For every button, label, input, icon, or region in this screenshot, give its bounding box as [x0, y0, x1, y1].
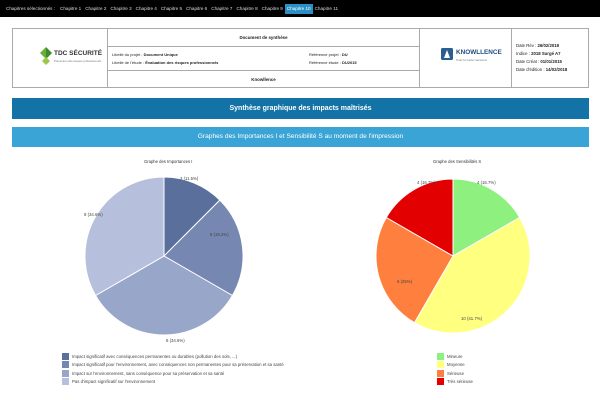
legend-label: Moyenne	[447, 362, 465, 368]
importance-legend-item-2: Impact significatif pour l'environnement…	[62, 361, 284, 370]
study-ref-row: Référence étude : DU2015	[309, 60, 357, 65]
sensitivity-slice-1	[452, 178, 521, 257]
document-meta: Date Rév : 26/02/2018 Indice : 2018 Surg…	[512, 29, 588, 87]
company-name: Knowllence	[108, 70, 419, 88]
tab-chapter-9[interactable]: Chapitre 9	[261, 5, 283, 11]
sensitivity-chart-title: Graphe des Sensibilités S	[433, 159, 482, 164]
meta-index-value: 2018 Surgé A7	[531, 51, 561, 56]
importance-data-label-4: 8 (34.6%)	[84, 212, 103, 217]
sensitivity-slice-3	[375, 216, 454, 324]
project-ref-row: Référence projet : DU	[309, 52, 348, 57]
sensitivity-data-label-1: 4 (16.7%)	[477, 180, 496, 185]
importance-slice-2	[163, 199, 244, 297]
sensitivity-data-label-2: 10 (41.7%)	[461, 316, 483, 321]
legend-swatch	[62, 352, 69, 360]
meta-edition-date: Date d'édition : 14/02/2018	[516, 67, 567, 72]
tdc-logo-text: TDC SÉCURITÉ	[54, 50, 103, 57]
sensitivity-legend-item-4: Très sérieuse	[437, 378, 473, 387]
legend-swatch	[437, 369, 444, 377]
meta-index: Indice : 2018 Surgé A7	[516, 51, 561, 56]
meta-creation-date-label: Date Créat :	[516, 59, 540, 64]
study-label: Libellé de l'étude :	[112, 60, 145, 65]
tab-chapter-3[interactable]: Chapitre 3	[110, 5, 132, 11]
charts-subtitle-banner: Graphes des Importances I et Sensibilité…	[12, 127, 589, 147]
project-label-row: Libellé du projet : Document Unique	[112, 52, 178, 57]
tdc-logo-mark	[40, 47, 52, 65]
legend-swatch	[437, 352, 444, 360]
meta-creation-date-value: 01/01/2015	[540, 59, 562, 64]
legend-swatch	[62, 378, 69, 386]
tab-chapter-1[interactable]: Chapitre 1	[60, 5, 82, 11]
meta-index-label: Indice :	[516, 51, 530, 56]
chapter-tab-bar: Chapitres sélectionnés : Chapitre 1 Chapi…	[0, 0, 600, 17]
legend-swatch	[437, 378, 444, 386]
study-label-row: Libellé de l'étude : Évaluation des risq…	[112, 60, 218, 65]
legend-label: Sérieuse	[447, 370, 464, 376]
tab-chapter-5[interactable]: Chapitre 5	[160, 5, 183, 11]
legend-label: Impact sur l'environnement, sans conséqu…	[72, 370, 225, 376]
knowllence-logo-cell: KNOWLLENCE Tools for better decisions	[420, 29, 512, 87]
importance-legend-item-4: Pas d'impact significatif sur l'environn…	[62, 378, 284, 387]
tdc-logo	[40, 47, 52, 65]
legend-swatch	[62, 369, 69, 377]
meta-edition-date-label: Date d'édition :	[516, 67, 545, 72]
project-value: Document Unique	[143, 52, 178, 57]
importance-legend-item-1: Impact significatif avec conséquences pe…	[62, 352, 284, 361]
importance-slice-1	[163, 176, 221, 258]
importance-slice-4	[84, 176, 165, 297]
sensitivity-legend: Mineure Moyenne Sérieuse Très sérieuse	[437, 352, 473, 386]
study-value: Évaluation des risques professionnels	[145, 60, 219, 65]
sensitivity-legend-item-1: Mineure	[437, 352, 473, 361]
document-header: TDC SÉCURITÉ Prévention des risques prof…	[12, 28, 589, 88]
header-middle: Document de synthèse Libellé du projet :…	[108, 29, 420, 87]
importance-data-label-1: 3 (11.5%)	[180, 176, 199, 181]
knowllence-logo	[441, 48, 453, 60]
importance-legend-item-3: Impact sur l'environnement, sans conséqu…	[62, 369, 284, 378]
project-ref-value: DU	[341, 52, 348, 57]
legend-label: Très sérieuse	[447, 379, 473, 385]
document-title: Document de synthèse	[108, 29, 419, 47]
sensitivity-slice-2	[413, 216, 531, 334]
importance-data-label-2: 5 (19.2%)	[210, 232, 229, 237]
importance-chart-title: Graphe des Importances I	[144, 159, 193, 164]
chapter-tabs: Chapitre 1 Chapitre 2 Chapitre 3 Chapitre 4…	[58, 3, 340, 14]
tdc-logo-cell: TDC SÉCURITÉ Prévention des risques prof…	[13, 29, 108, 87]
tab-chapter-10[interactable]: Chapitre 10	[284, 3, 313, 14]
tab-chapter-4[interactable]: Chapitre 4	[135, 5, 157, 11]
study-ref-label: Référence étude :	[309, 60, 341, 65]
legend-swatch	[62, 361, 69, 369]
meta-rev-date-value: 26/02/2018	[537, 43, 560, 48]
tab-chapter-7[interactable]: Chapitre 7	[211, 5, 233, 11]
tdc-logo-subtitle: Prévention des risques professionnels	[54, 59, 102, 63]
project-label: Libellé du projet :	[112, 52, 143, 57]
knowllence-logo-text: KNOWLLENCE	[456, 49, 502, 56]
knowllence-logo-subtitle: Tools for better decisions	[456, 58, 487, 62]
meta-rev-date-label: Date Rév :	[516, 43, 537, 48]
legend-label: Pas d'impact significatif sur l'environn…	[72, 379, 156, 385]
sensitivity-slice-4	[385, 178, 454, 257]
legend-label: Impact significatif avec conséquences pe…	[72, 353, 238, 359]
importance-legend: Impact significatif avec conséquences pe…	[62, 352, 284, 386]
study-ref-value: DU2015	[341, 60, 357, 65]
legend-swatch	[437, 361, 444, 369]
tab-chapter-2[interactable]: Chapitre 2	[85, 5, 107, 11]
project-ref-label: Référence projet :	[309, 52, 341, 57]
meta-creation-date: Date Créat : 01/01/2015	[516, 59, 562, 64]
sensitivity-legend-item-3: Sérieuse	[437, 369, 473, 378]
tab-chapter-6[interactable]: Chapitre 6	[186, 5, 208, 11]
importance-slice-3	[94, 255, 234, 336]
tab-chapter-8[interactable]: Chapitre 8	[236, 5, 258, 11]
meta-rev-date: Date Rév : 26/02/2018	[516, 43, 559, 48]
importance-data-label-3: 8 (34.6%)	[166, 338, 185, 343]
meta-edition-date-value: 14/02/2018	[545, 67, 568, 72]
tab-chapter-11[interactable]: Chapitre 11	[314, 5, 339, 11]
synthesis-banner: Synthèse graphique des impacts maîtrisés	[12, 98, 589, 119]
sensitivity-data-label-4: 4 (16.7%)	[417, 180, 436, 185]
tab-bar-lead: Chapitres sélectionnés :	[6, 6, 56, 11]
sensitivity-legend-item-2: Moyenne	[437, 361, 473, 370]
legend-label: Impact significatif pour l'environnement…	[72, 362, 284, 368]
sensitivity-data-label-3: 6 (25%)	[397, 279, 413, 284]
legend-label: Mineure	[447, 353, 463, 359]
